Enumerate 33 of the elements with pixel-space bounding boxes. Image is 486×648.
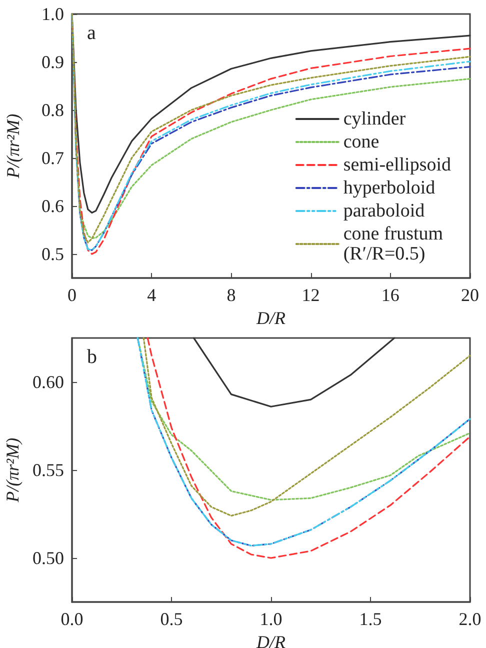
- x-tick-label: 12: [302, 285, 320, 305]
- y-axis-title: P/(πr²M): [2, 438, 23, 504]
- chart-title: a: [87, 22, 96, 44]
- x-axis-title: D/R: [256, 308, 286, 328]
- legend-label: semi-ellipsoid: [343, 154, 452, 176]
- y-tick-label: 0.6: [42, 196, 64, 216]
- x-tick-label: 16: [381, 285, 400, 305]
- x-tick-label: 0.5: [160, 609, 183, 629]
- y-tick-label: 0.55: [32, 460, 64, 480]
- legend-label: paraboloid: [343, 200, 426, 222]
- x-tick-label: 8: [226, 285, 236, 305]
- legend-label: cone frustum (R′/R=0.5): [343, 224, 444, 264]
- legend-label: hyperboloid: [343, 178, 436, 198]
- legend-label: cylinder: [343, 108, 406, 130]
- legend-label: cone: [343, 132, 380, 152]
- line-series: [192, 337, 396, 408]
- x-tick-label: 2.0: [458, 609, 482, 629]
- y-tick-label: 0.7: [42, 148, 64, 168]
- y-axis-title: P/(πr²M): [3, 114, 23, 180]
- x-tick-label: 20: [461, 285, 479, 305]
- y-tick-label: 0.60: [32, 372, 64, 392]
- x-tick-label: 1.0: [260, 609, 282, 629]
- x-tick-label: 4: [147, 285, 156, 305]
- y-tick-label: 0.8: [42, 100, 64, 120]
- y-tick-label: 0.50: [32, 548, 64, 568]
- y-tick-label: 0.9: [42, 52, 64, 72]
- x-tick-label: 0.0: [60, 609, 84, 629]
- x-tick-label: 1.5: [359, 609, 382, 629]
- y-tick-label: 1.0: [42, 4, 64, 24]
- x-tick-label: 0: [68, 285, 76, 305]
- chart-title: b: [87, 346, 97, 368]
- x-axis-title: D/R: [256, 632, 286, 648]
- y-tick-label: 0.5: [42, 244, 64, 264]
